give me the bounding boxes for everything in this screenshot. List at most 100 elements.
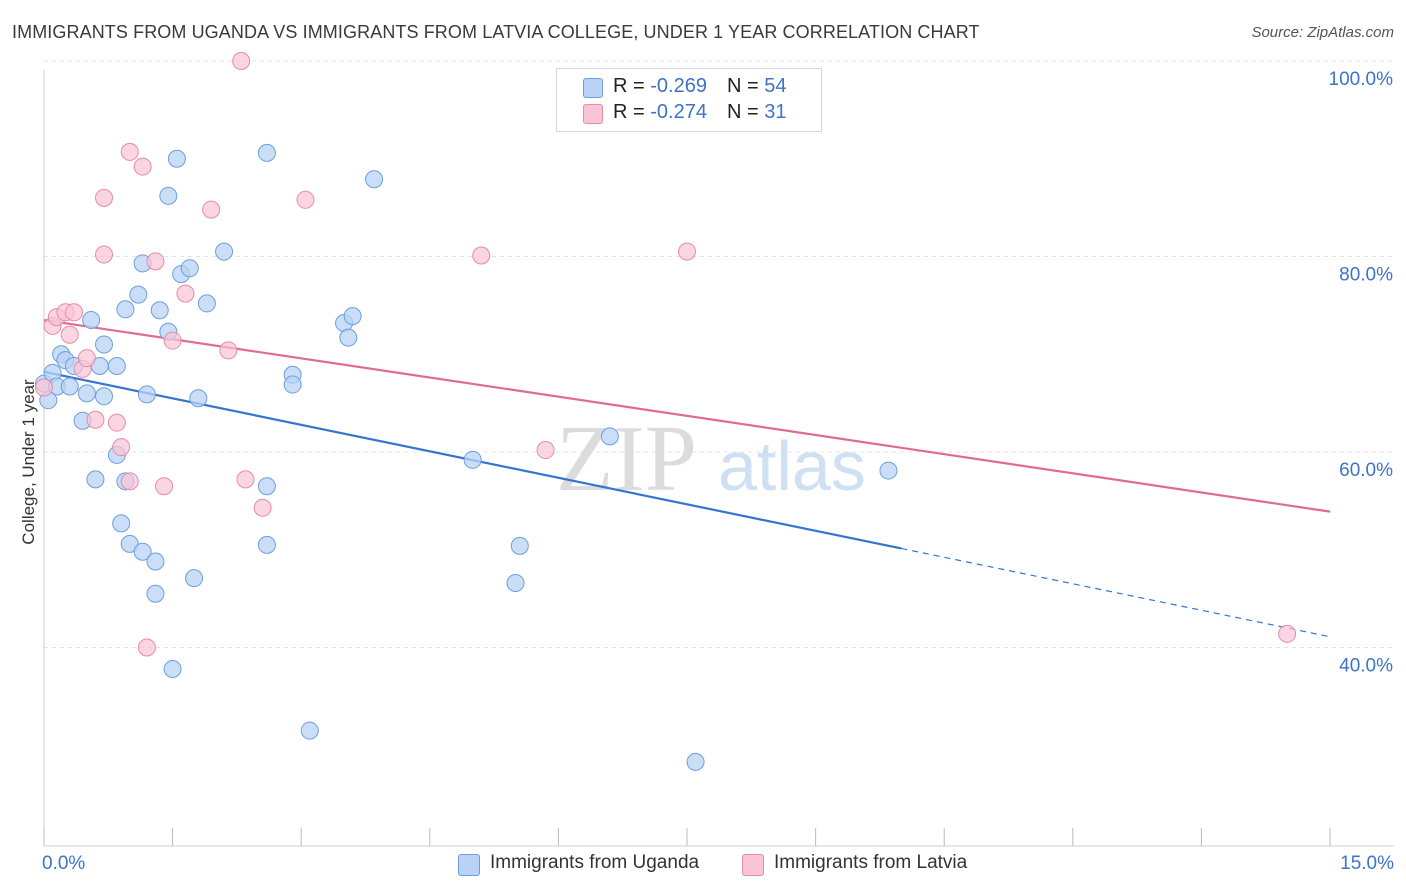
latvia-point — [202, 200, 221, 219]
uganda-point — [133, 542, 152, 561]
x-tick-label: 15.0% — [1340, 853, 1394, 874]
stats-box: R = -0.269 N = 54 R = -0.274 N = 31 — [556, 68, 822, 132]
uganda-point — [60, 377, 79, 396]
latvia-point — [133, 157, 152, 176]
uganda-point — [137, 385, 156, 404]
latvia-point — [120, 142, 139, 161]
uganda-point — [257, 535, 276, 554]
latvia-point — [60, 325, 79, 344]
gridlines — [44, 60, 1394, 648]
latvia-point — [678, 242, 696, 261]
n-label: N = — [726, 75, 765, 97]
latvia-point — [107, 413, 126, 432]
latvia-point — [77, 349, 96, 368]
y-tick-label: 60.0% — [1339, 460, 1393, 481]
uganda-point — [510, 536, 529, 555]
uganda-point — [95, 387, 114, 406]
uganda-point — [82, 311, 101, 330]
latvia-point — [163, 331, 182, 350]
n-value: 54 — [764, 75, 787, 97]
uganda-point — [77, 384, 96, 403]
latvia-point — [536, 441, 555, 460]
uganda-point — [343, 307, 362, 326]
uganda-point — [339, 328, 358, 347]
uganda-point — [185, 569, 204, 588]
uganda-point — [257, 477, 276, 496]
uganda-point — [197, 294, 216, 313]
latvia-point — [137, 638, 156, 657]
uganda-point — [686, 752, 705, 771]
uganda-point — [159, 186, 178, 205]
r-value: -0.269 — [650, 75, 707, 97]
latvia-swatch — [583, 104, 603, 124]
latvia-point — [253, 498, 272, 517]
x-tick-label: 0.0% — [42, 853, 85, 874]
latvia-point — [155, 477, 174, 496]
latvia-points — [35, 52, 1297, 657]
stats-text-latvia: R = -0.274 N = 31 — [613, 101, 786, 124]
stats-text-uganda: R = -0.269 N = 54 — [613, 75, 786, 98]
latvia-point — [112, 438, 131, 457]
uganda-point — [180, 259, 199, 278]
latvia-point — [1278, 624, 1297, 643]
n-label: N = — [726, 101, 765, 123]
r-value: -0.274 — [650, 101, 707, 123]
latvia-point — [95, 188, 114, 207]
latvia-point — [146, 252, 165, 271]
n-value: 31 — [764, 101, 787, 123]
uganda-point — [107, 356, 126, 375]
uganda-point — [257, 143, 276, 162]
axes — [43, 70, 1394, 847]
uganda-legend-swatch — [458, 854, 480, 876]
uganda-point — [283, 375, 302, 394]
latvia-point — [35, 378, 53, 397]
legend-label-uganda: Immigrants from Uganda — [490, 852, 700, 873]
latvia-point — [232, 52, 251, 70]
uganda-point — [95, 335, 114, 354]
uganda-point — [86, 470, 105, 489]
chart-source: Source: ZipAtlas.com — [1251, 24, 1394, 41]
uganda-point — [300, 721, 319, 740]
legend: Immigrants from Uganda Immigrants from L… — [0, 852, 1406, 878]
legend-label-latvia: Immigrants from Latvia — [774, 852, 968, 873]
watermark-atlas: atlas — [718, 427, 866, 505]
uganda-swatch — [583, 78, 603, 98]
uganda-point — [506, 573, 525, 592]
tick-labels: 40.0% 60.0% 80.0% 100.0% 0.0% 15.0% — [42, 69, 1394, 874]
uganda-point — [600, 427, 619, 446]
uganda-point — [365, 170, 384, 189]
uganda-point — [189, 389, 208, 408]
latvia-point — [120, 472, 139, 491]
uganda-point — [129, 285, 148, 304]
uganda-point — [463, 450, 482, 469]
uganda-point — [146, 552, 165, 571]
r-label: R = — [613, 101, 651, 123]
y-tick-label: 40.0% — [1339, 656, 1393, 677]
uganda-trend-extension — [901, 547, 1331, 638]
watermark-zip: ZIP — [556, 407, 697, 511]
latvia-point — [176, 284, 195, 303]
chart-title: IMMIGRANTS FROM UGANDA VS IMMIGRANTS FRO… — [12, 22, 980, 42]
watermark: ZIP atlas — [556, 407, 866, 511]
latvia-trend-line — [43, 318, 1331, 513]
uganda-point — [116, 300, 135, 319]
latvia-point — [296, 190, 315, 209]
latvia-point — [65, 303, 84, 322]
y-tick-label: 100.0% — [1329, 69, 1394, 90]
latvia-point — [219, 341, 238, 360]
uganda-point — [150, 301, 169, 320]
latvia-point — [95, 245, 114, 264]
uganda-point — [112, 514, 131, 533]
uganda-point — [879, 461, 898, 480]
latvia-point — [472, 246, 491, 265]
uganda-points — [35, 143, 898, 771]
y-axis-title: College, Under 1 year — [19, 379, 38, 545]
y-tick-label: 80.0% — [1339, 265, 1393, 286]
uganda-point — [215, 242, 234, 261]
uganda-point — [163, 660, 182, 679]
latvia-legend-swatch — [742, 854, 764, 876]
latvia-point — [86, 410, 105, 429]
uganda-point — [146, 584, 165, 603]
r-label: R = — [613, 75, 651, 97]
